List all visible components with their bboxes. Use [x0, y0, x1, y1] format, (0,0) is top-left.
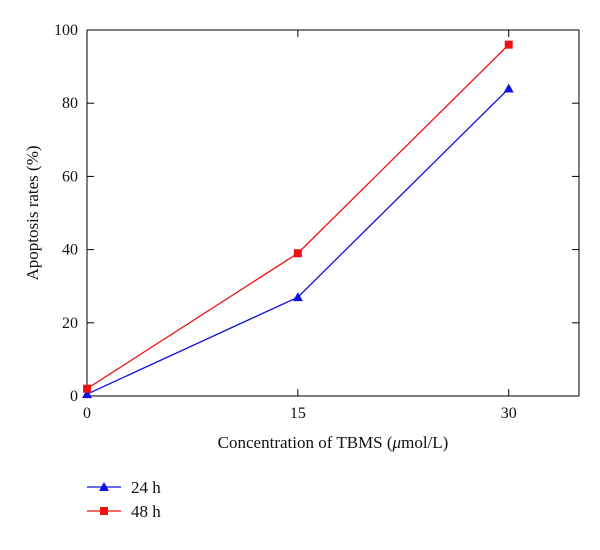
- y-axis-ticks: 0 20 40 60 80 100: [54, 22, 579, 405]
- series-layer: [82, 40, 514, 399]
- y-tick-label: 100: [54, 22, 78, 39]
- legend-item-24h-label: 24 h: [131, 478, 161, 497]
- series-48h-point: [83, 384, 91, 393]
- series-24h: [82, 83, 514, 399]
- x-axis-ticks: 0 15 30: [83, 30, 517, 422]
- y-tick-label: 20: [62, 315, 78, 332]
- x-tick-label: 15: [290, 405, 306, 422]
- legend-item-48h: 48 h: [87, 502, 161, 521]
- x-tick-label: 0: [83, 405, 91, 422]
- series-48h-line: [86, 44, 510, 390]
- y-tick-label: 40: [62, 242, 78, 259]
- x-axis-label: Concentration of TBMS (μmol/L): [218, 433, 449, 452]
- series-24h-point: [292, 292, 303, 302]
- series-24h-point: [82, 389, 92, 399]
- plot-area: [86, 29, 580, 397]
- series-48h: [83, 40, 513, 393]
- x-tick-label: 30: [501, 405, 517, 422]
- legend-item-48h-marker: [100, 507, 108, 515]
- y-tick-label: 60: [62, 168, 78, 185]
- legend-item-24h: 24 h: [87, 478, 161, 497]
- y-axis-label: Apoptosis rates (%): [23, 145, 42, 280]
- series-48h-point: [293, 249, 302, 258]
- series-24h-point: [503, 83, 514, 93]
- series-48h-point: [504, 40, 513, 49]
- legend-item-24h-marker: [99, 482, 109, 491]
- legend-item-48h-label: 48 h: [131, 502, 161, 521]
- plot-frame: [86, 29, 580, 397]
- y-tick-label: 0: [70, 388, 78, 405]
- legend: 24 h 48 h: [87, 478, 161, 521]
- y-tick-label: 80: [62, 95, 78, 112]
